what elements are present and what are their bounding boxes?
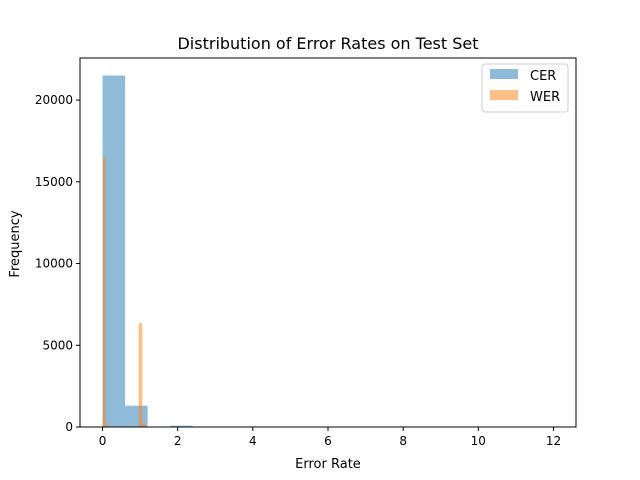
x-tick-label: 10 [471,434,486,448]
legend-label-wer: WER [530,90,560,105]
bar-cer-0 [102,75,126,428]
x-tick-label: 4 [249,434,257,448]
bar-wer-2 [138,323,143,427]
x-axis-label: Error Rate [295,457,361,472]
y-tick-label: 15000 [35,175,73,189]
y-axis-label: Frequency [8,210,23,277]
chart-title: Distribution of Error Rates on Test Set [177,34,478,53]
x-tick-label: 8 [399,434,407,448]
x-tick-label: 0 [99,434,107,448]
bar-wer-3 [142,423,147,427]
x-tick-label: 12 [546,434,561,448]
y-tick-label: 10000 [35,257,73,271]
y-tick-label: 5000 [42,338,73,352]
x-tick-label: 6 [324,434,332,448]
y-axis-ticks: 0 5000 10000 15000 20000 [35,93,80,434]
legend: CER WER [481,63,569,113]
x-axis-ticks: 0 2 4 6 8 10 12 [99,427,561,448]
bar-wer-0 [102,157,106,427]
legend-swatch-wer [490,90,518,100]
bar-cer-3 [170,425,193,427]
y-tick-label: 20000 [35,93,73,107]
y-tick-label: 0 [65,420,73,434]
legend-label-cer: CER [530,69,556,84]
x-tick-label: 2 [174,434,182,448]
bar-wer-1 [105,423,109,427]
bars-layer [102,75,216,428]
legend-swatch-cer [490,69,518,79]
